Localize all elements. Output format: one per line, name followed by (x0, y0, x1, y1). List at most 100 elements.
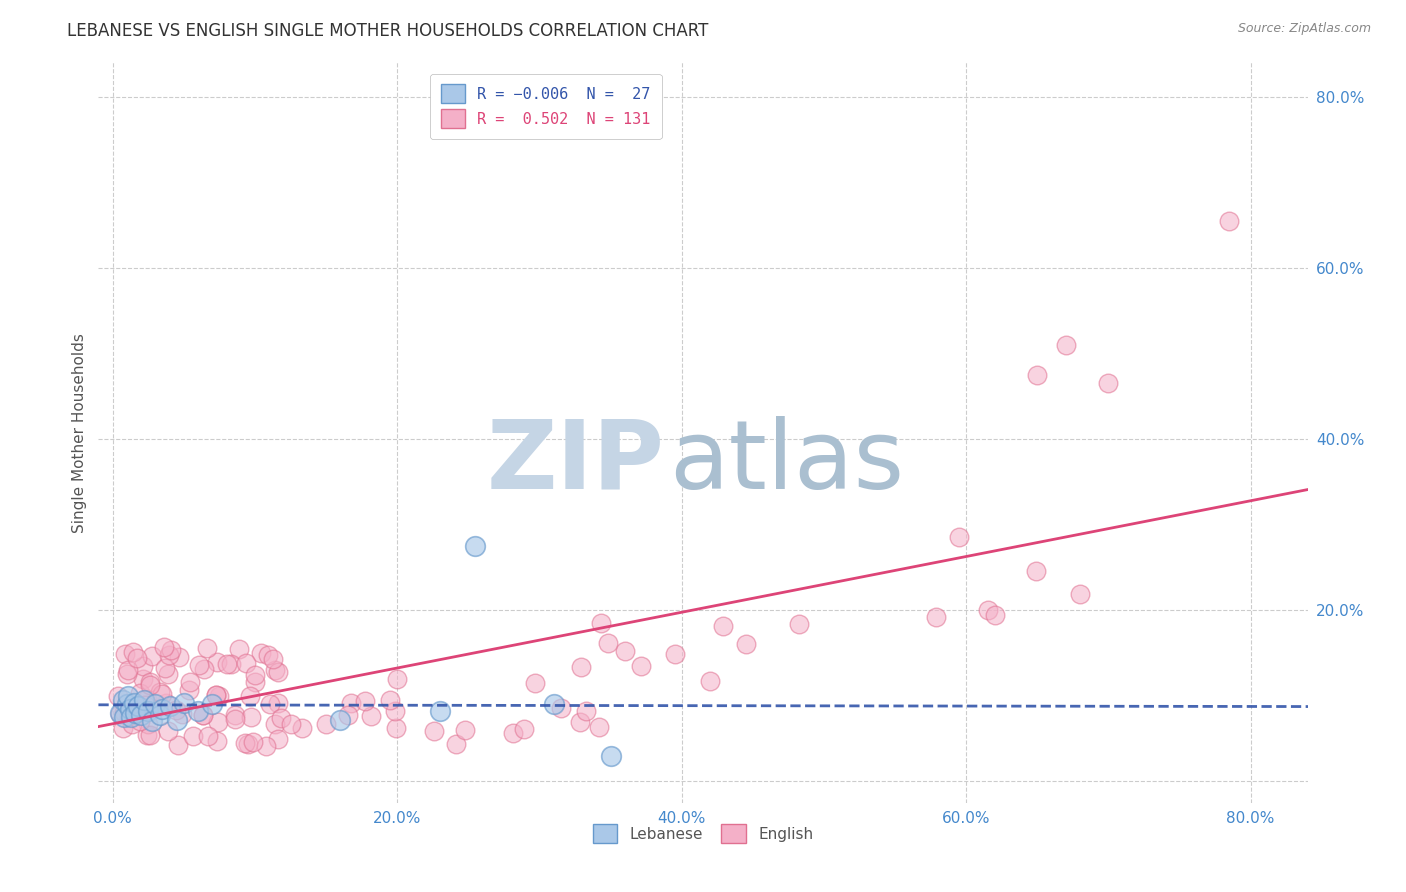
Point (925, 610, 948, 624)
Point (129, 686, 152, 700)
Point (596, 636, 619, 650)
Point (270, 711, 292, 725)
Point (205, 688, 228, 702)
Point (219, 657, 242, 672)
Point (139, 677, 162, 691)
Point (360, 709, 382, 723)
Point (108, 706, 131, 720)
Point (267, 696, 290, 710)
Point (205, 733, 228, 747)
Point (141, 714, 163, 729)
Point (201, 698, 224, 712)
Point (575, 704, 598, 718)
Point (315, 717, 337, 731)
Point (543, 698, 565, 712)
Point (150, 687, 173, 701)
Point (127, 650, 149, 665)
Point (291, 721, 314, 735)
Point (118, 701, 141, 715)
Text: LEBANESE VS ENGLISH SINGLE MOTHER HOUSEHOLDS CORRELATION CHART: LEBANESE VS ENGLISH SINGLE MOTHER HOUSEH… (67, 22, 709, 40)
Point (340, 696, 363, 710)
Point (591, 615, 613, 630)
Point (444, 737, 467, 751)
Point (224, 712, 246, 726)
Point (118, 709, 141, 723)
Point (167, 738, 190, 752)
Point (149, 707, 172, 722)
Point (429, 704, 451, 718)
Point (264, 663, 287, 677)
Point (191, 707, 214, 722)
Legend: Lebanese, English: Lebanese, English (585, 817, 821, 851)
Point (122, 696, 145, 710)
Point (141, 648, 163, 663)
Point (114, 647, 136, 661)
Point (120, 710, 142, 724)
Point (132, 658, 155, 673)
Point (208, 690, 231, 704)
Point (423, 724, 446, 739)
Point (354, 693, 377, 707)
Point (187, 704, 209, 718)
Point (1026, 368, 1049, 382)
Point (224, 708, 246, 723)
Point (111, 721, 134, 735)
Point (143, 698, 166, 712)
Text: ZIP: ZIP (486, 416, 664, 508)
Point (614, 644, 637, 658)
Point (242, 735, 264, 749)
Point (139, 674, 162, 689)
Point (384, 704, 406, 718)
Point (262, 652, 284, 666)
Point (259, 698, 281, 712)
Point (205, 655, 228, 669)
Point (550, 701, 572, 715)
Point (136, 691, 159, 706)
Point (385, 721, 408, 735)
Text: Source: ZipAtlas.com: Source: ZipAtlas.com (1237, 22, 1371, 36)
Point (240, 710, 263, 724)
Point (156, 723, 179, 738)
Point (243, 668, 266, 682)
Point (114, 706, 136, 720)
Point (132, 693, 155, 707)
Point (132, 672, 155, 686)
Point (117, 663, 139, 677)
Point (569, 660, 592, 674)
Point (280, 717, 302, 731)
Point (117, 689, 139, 703)
Point (121, 717, 143, 731)
Point (127, 699, 149, 714)
Point (204, 688, 226, 702)
Point (948, 531, 970, 545)
Point (735, 637, 758, 651)
Point (122, 645, 145, 659)
Point (239, 689, 262, 703)
Point (789, 617, 811, 632)
Point (157, 648, 180, 662)
Point (129, 707, 152, 722)
Point (188, 657, 211, 672)
Point (254, 739, 277, 754)
Point (155, 661, 177, 675)
Point (235, 656, 257, 670)
Point (165, 703, 187, 717)
Point (1218, 214, 1240, 228)
Point (599, 748, 621, 763)
Point (159, 699, 181, 714)
Point (136, 716, 159, 731)
Point (107, 689, 129, 703)
Point (112, 710, 135, 724)
Point (336, 708, 359, 723)
Point (588, 720, 610, 734)
Point (149, 685, 172, 699)
Point (129, 714, 152, 729)
Point (983, 607, 1005, 622)
Point (236, 737, 259, 751)
Point (263, 716, 285, 731)
Point (134, 698, 156, 712)
Point (1054, 338, 1077, 352)
Point (1097, 376, 1119, 391)
Point (110, 706, 132, 721)
Point (136, 728, 159, 742)
